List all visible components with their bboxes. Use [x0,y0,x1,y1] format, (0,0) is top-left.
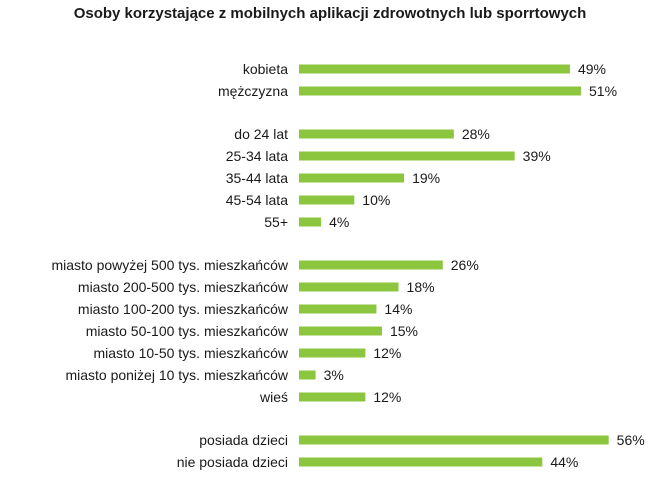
bar [299,173,405,183]
category-label: miasto poniżej 10 tys. mieszkańców [65,367,288,383]
bar [299,348,366,358]
category-label: nie posiada dzieci [177,454,288,470]
category-label: do 24 lat [234,126,288,142]
category-label: miasto powyżej 500 tys. mieszkańców [51,257,288,273]
category-label: miasto 100-200 tys. mieszkańców [78,301,289,317]
value-label: 44% [550,454,578,470]
value-label: 10% [362,192,390,208]
value-label: 49% [578,61,606,77]
value-label: 18% [407,279,435,295]
value-label: 15% [390,323,418,339]
category-label: wieś [259,389,288,405]
value-label: 56% [617,432,645,448]
bar [299,282,399,292]
category-label: 45-54 lata [226,192,288,208]
category-label: miasto 200-500 tys. mieszkańców [78,279,289,295]
category-label: 35-44 lata [226,170,288,186]
value-label: 39% [523,148,551,164]
category-label: posiada dzieci [199,432,288,448]
bar [299,370,316,380]
bar [299,326,382,336]
value-label: 19% [412,170,440,186]
value-label: 28% [462,126,490,142]
value-label: 3% [324,367,344,383]
value-label: 51% [589,83,617,99]
bar [299,392,366,402]
category-label: miasto 10-50 tys. mieszkańców [93,345,288,361]
value-label: 14% [384,301,412,317]
value-label: 12% [373,389,401,405]
category-label: mężczyzna [218,83,288,99]
value-label: 4% [329,214,349,230]
bar [299,260,443,270]
bar [299,304,377,314]
bar [299,217,322,227]
bar [299,195,355,205]
value-label: 26% [451,257,479,273]
bar [299,64,570,74]
category-label: 25-34 lata [226,148,288,164]
bar [299,86,582,96]
value-label: 12% [373,345,401,361]
chart-title: Osoby korzystające z mobilnych aplikacji… [73,5,587,22]
category-label: 55+ [264,214,288,230]
category-label: miasto 50-100 tys. mieszkańców [86,323,289,339]
category-label: kobieta [243,61,288,77]
bar [299,151,515,161]
bar [299,435,609,445]
bar [299,129,454,139]
bar [299,457,543,467]
